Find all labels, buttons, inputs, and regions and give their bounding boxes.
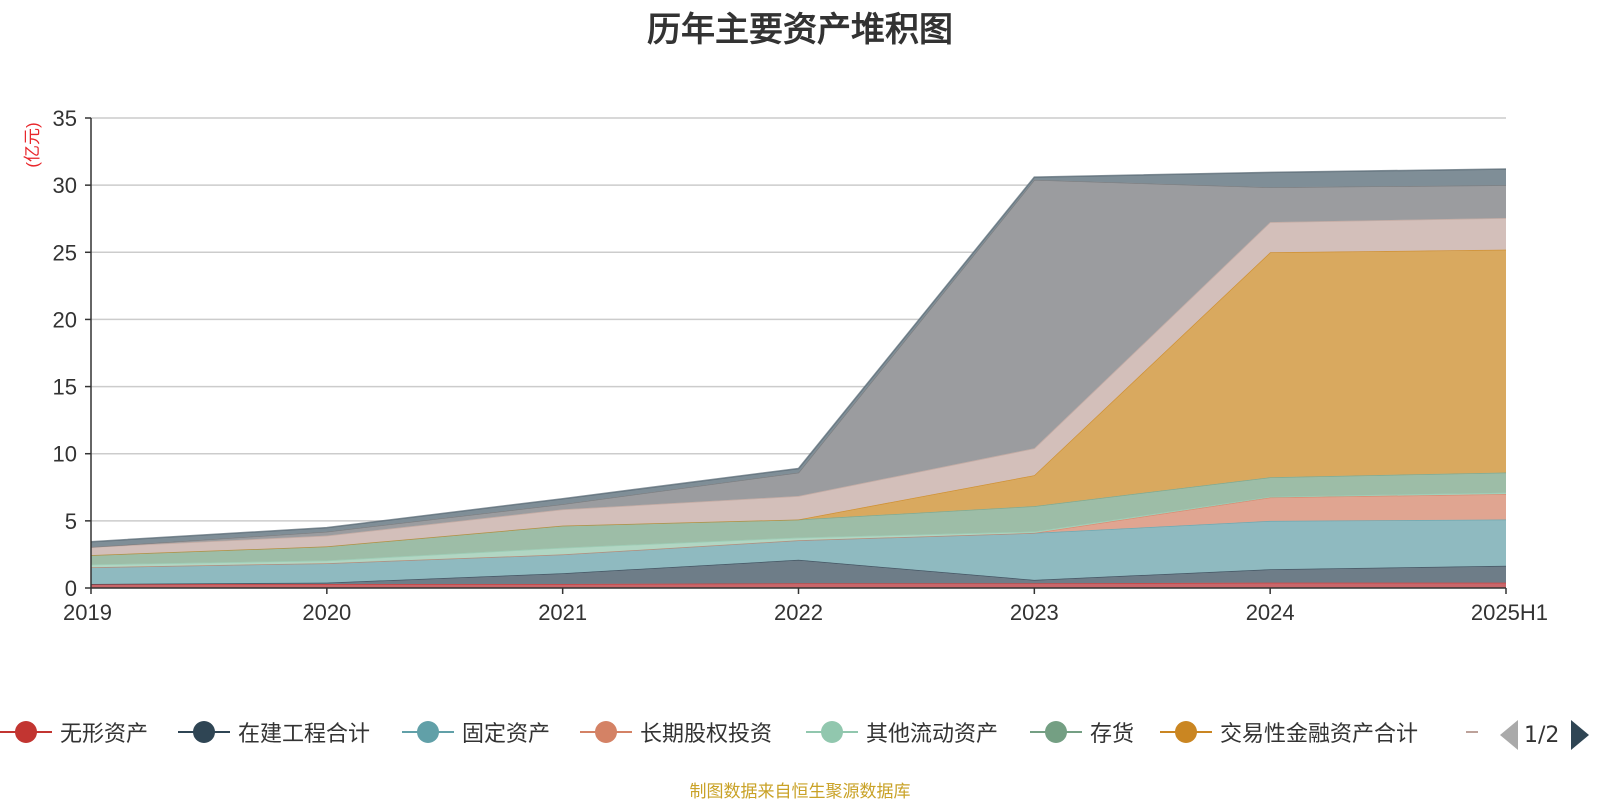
legend-marker-icon [1160, 717, 1212, 747]
area-series-3 [91, 519, 1506, 584]
legend-label: 无形资产 [60, 722, 149, 747]
legend-prev-page-icon[interactable] [1500, 720, 1518, 750]
legend-item[interactable]: 其他流动资产 [806, 712, 998, 752]
x-tick-label: 2021 [538, 600, 587, 625]
legend-label: 存货 [1090, 722, 1135, 747]
legend-item[interactable]: 无形资产 [0, 712, 148, 752]
axes: 0 5 10 15 20 25 30 35 2019 2020 2021 2022 2023 2024 20… [53, 106, 1548, 625]
legend-item[interactable]: 存货 [1030, 712, 1134, 752]
y-tick-label: 30 [53, 173, 77, 198]
area-series-10-line [90, 168, 1507, 543]
data-source-note: 制图数据来自恒生聚源数据库 [689, 782, 911, 802]
y-tick-label: 5 [65, 509, 77, 534]
y-tick-label: 10 [53, 442, 77, 467]
legend-marker-icon [178, 717, 230, 747]
legend: 无形资产 在建工程合计 固定资产 长期股权投资 其他流动资产 存货 交易性金融资产合计 [0, 712, 1600, 752]
legend-marker-icon [0, 717, 52, 747]
legend-item[interactable]: 固定资产 [402, 712, 550, 752]
legend-item[interactable]: 长期股权投资 [580, 712, 772, 752]
x-tick-label: 2024 [1246, 600, 1295, 625]
legend-marker-icon [402, 717, 454, 747]
area-series-10 [91, 169, 1506, 547]
area-series-7 [91, 249, 1506, 556]
legend-page-indicator: 1/2 [1524, 722, 1560, 748]
legend-label: 其他流动资产 [866, 722, 999, 747]
legend-label: 在建工程合计 [238, 722, 371, 747]
y-tick-label: 20 [53, 307, 77, 332]
area-series-1 [91, 582, 1506, 588]
y-axis-unit-label: (亿元) [23, 122, 42, 167]
area-series-4 [91, 494, 1506, 568]
x-tick-label: 2022 [774, 600, 823, 625]
y-tick-label: 35 [53, 106, 77, 131]
gridlines [91, 117, 1506, 522]
legend-pager: 1/2 [1500, 720, 1590, 750]
x-tick-label: 2019 [63, 600, 112, 625]
x-tick-label: 2023 [1010, 600, 1059, 625]
legend-label: 长期股权投资 [640, 722, 773, 747]
y-tick-label: 0 [65, 576, 77, 601]
legend-item[interactable]: 在建工程合计 [178, 712, 370, 752]
legend-label: 交易性金融资产合计 [1220, 722, 1419, 747]
y-tick-label: 15 [53, 375, 77, 400]
x-tick-label: 2020 [302, 600, 351, 625]
legend-marker-icon [580, 717, 632, 747]
legend-item[interactable]: 交易性金融资产合计 [1160, 712, 1418, 752]
chart-title: 历年主要资产堆积图 [647, 10, 953, 50]
area-series-9 [91, 179, 1506, 548]
stacked-areas [90, 168, 1507, 588]
legend-item[interactable] [1466, 712, 1478, 752]
y-tick-label: 25 [53, 240, 77, 265]
legend-marker-icon [1466, 717, 1478, 747]
legend-label: 固定资产 [462, 722, 551, 747]
legend-next-page-icon[interactable] [1571, 720, 1590, 750]
legend-marker-icon [1030, 717, 1082, 747]
legend-marker-icon [806, 717, 858, 747]
area-series-6 [91, 472, 1506, 565]
x-tick-label: 2025H1 [1471, 600, 1548, 625]
legend-items: 无形资产 在建工程合计 固定资产 长期股权投资 其他流动资产 存货 交易性金融资产合计 [0, 712, 1478, 752]
